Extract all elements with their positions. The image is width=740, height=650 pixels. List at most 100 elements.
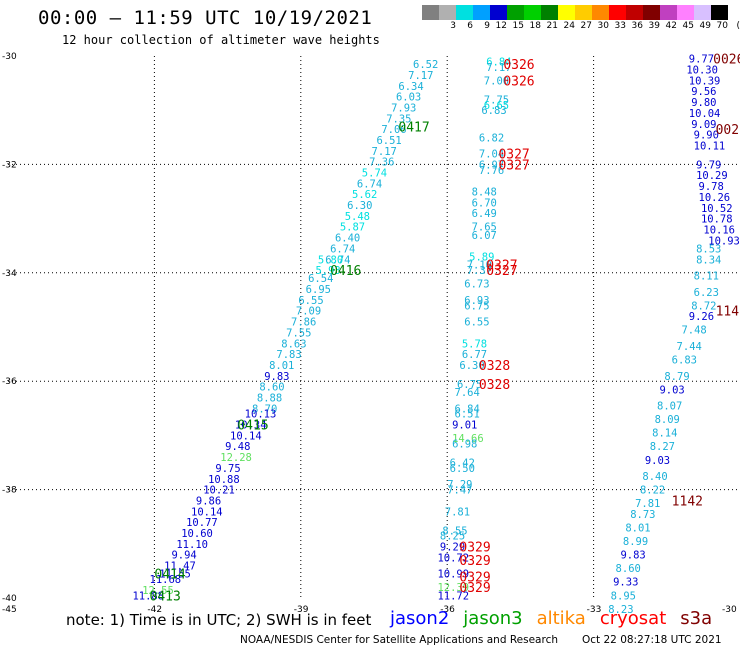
longitude-label: -39 <box>294 605 309 615</box>
wave-height-value: 8.22 <box>640 485 665 497</box>
pass-time-label: 0026 <box>713 53 740 68</box>
wave-height-value: 10.14 <box>191 506 223 518</box>
wave-height-value: 7.76 <box>479 165 504 177</box>
wave-height-value: 6.98 <box>452 439 477 451</box>
wave-height-value: 10.34 <box>235 420 267 432</box>
color-scale-swatch <box>456 5 473 20</box>
legend-entry-cryosat: cryosat <box>599 608 667 629</box>
wave-height-value: 7.17 <box>486 62 511 74</box>
longitude-label: -36 <box>440 605 455 615</box>
pass-time-label: 0328 <box>479 359 510 374</box>
color-scale-label: 3 <box>450 21 456 31</box>
wave-height-value: 7.83 <box>276 349 301 361</box>
wave-height-value: 6.75 <box>464 300 489 312</box>
wave-height-value: 6.77 <box>462 349 487 361</box>
wave-height-value: 9.80 <box>691 97 716 109</box>
wave-height-value: 7.44 <box>677 341 702 353</box>
pass-time-label: 0326 <box>503 74 534 89</box>
color-scale-swatch <box>524 5 541 20</box>
wave-height-value: 6.34 <box>398 81 423 93</box>
wave-height-value: 9.03 <box>659 384 684 396</box>
wave-height-value: 7.00 <box>484 75 509 87</box>
legend-entry-jason3: jason3 <box>463 608 523 629</box>
wave-height-value: 6.30 <box>347 200 372 212</box>
wave-height-value: 10.77 <box>186 517 218 529</box>
wave-height-value: 5.74 <box>362 168 387 180</box>
wave-height-value: 10.14 <box>230 430 262 442</box>
latitude-label: -34 <box>2 269 17 279</box>
longitude-label: -30 <box>722 605 737 615</box>
credit-text: NOAA/NESDIS Center for Satellite Applica… <box>240 634 558 646</box>
wave-height-value: 10.13 <box>245 409 277 421</box>
wave-height-value: 8.27 <box>650 441 675 453</box>
latitude-label: -40 <box>2 594 17 604</box>
map-title: 00:00 – 11:59 UTC 10/19/2021 <box>38 7 373 29</box>
pass-time-label: 0413 <box>150 589 181 604</box>
wave-height-value: 8.40 <box>642 471 667 483</box>
wave-height-value: 7.36 <box>369 157 394 169</box>
wave-height-value: 10.60 <box>181 528 213 540</box>
wave-height-value: 10.78 <box>701 214 733 226</box>
color-scale-swatch <box>609 5 626 20</box>
legend-entry-altika: altika <box>536 608 586 629</box>
wave-height-value: 8.73 <box>630 509 655 521</box>
color-scale-label: 36 <box>631 21 643 31</box>
wave-height-value: 9.33 <box>613 577 638 589</box>
wave-height-value: 10.72 <box>437 552 469 564</box>
wave-height-value: 6.82 <box>479 132 504 144</box>
wave-height-value: 12.39 <box>437 582 469 594</box>
wave-height-value: 9.79 <box>696 159 721 171</box>
wave-height-value: 7.64 <box>455 387 480 399</box>
wave-height-value: 6.83 <box>481 105 506 117</box>
wave-height-value: 5.93 <box>315 265 340 277</box>
color-scale-swatch <box>694 5 711 20</box>
track-s3a: 9.7710.3010.399.569.8010.049.099.9010.11… <box>608 53 740 616</box>
wave-height-value: 5.78 <box>462 338 487 350</box>
wave-height-value: 5.48 <box>345 211 370 223</box>
pass-time-label: 0417 <box>398 120 429 135</box>
color-scale-unit: (ft) <box>736 21 740 31</box>
wave-height-value: 5.80 <box>318 254 343 266</box>
wave-height-value: 6.03 <box>396 92 421 104</box>
wave-height-value: 11.88 <box>132 590 164 602</box>
wave-height-value: 11.55 <box>159 569 191 581</box>
wave-height-value: 9.94 <box>171 550 196 562</box>
wave-height-value: 8.34 <box>696 254 721 266</box>
wave-height-value: 7.35 <box>386 113 411 125</box>
axis-labels: -30 -32 -34 -36 -38 -40-45 -42 -39 -36 -33 -30 <box>2 52 737 615</box>
wave-height-value: 12.55 <box>142 585 174 597</box>
wave-height-value: 9.48 <box>225 441 250 453</box>
wave-height-value: 6.23 <box>694 287 719 299</box>
color-scale-label: 27 <box>580 21 592 31</box>
wave-height-value: 6.51 <box>376 135 401 147</box>
wave-height-value: 8.70 <box>252 403 277 415</box>
latitude-label: -30 <box>2 52 17 62</box>
wave-height-value: 8.79 <box>664 371 689 383</box>
wave-height-value: 8.55 <box>442 525 467 537</box>
pass-time-label: 0326 <box>503 58 534 73</box>
wave-height-value: 7.65 <box>472 222 497 234</box>
pass-time-label: 0329 <box>459 570 490 585</box>
wave-height-value: 7.93 <box>391 102 416 114</box>
wave-height-value: 10.21 <box>203 485 235 497</box>
wave-height-value: 12.28 <box>220 452 252 464</box>
legend-entry-s3a: s3a <box>680 608 713 629</box>
color-scale-label: 33 <box>614 21 626 31</box>
color-scale-swatch <box>626 5 643 20</box>
wave-height-value: 6.95 <box>306 284 331 296</box>
wave-height-value: 9.83 <box>620 550 645 562</box>
wave-height-value: 7.81 <box>445 506 470 518</box>
wave-height-value: 9.01 <box>452 420 477 432</box>
wave-height-value: 8.07 <box>657 401 682 413</box>
color-scale-label: 30 <box>597 21 609 31</box>
wave-height-value: 7.04 <box>479 149 504 161</box>
wave-height-value: 6.84 <box>455 403 480 415</box>
wave-height-value: 9.26 <box>689 311 714 323</box>
wave-height-value: 7.17 <box>372 146 397 158</box>
pass-time-label: 1142 <box>672 494 703 509</box>
wave-height-value: 6.84 <box>486 56 511 68</box>
pass-time-label: 0329 <box>459 541 490 556</box>
wave-height-value: 7.10 <box>467 260 492 272</box>
pass-time-label: 0329 <box>459 554 490 569</box>
